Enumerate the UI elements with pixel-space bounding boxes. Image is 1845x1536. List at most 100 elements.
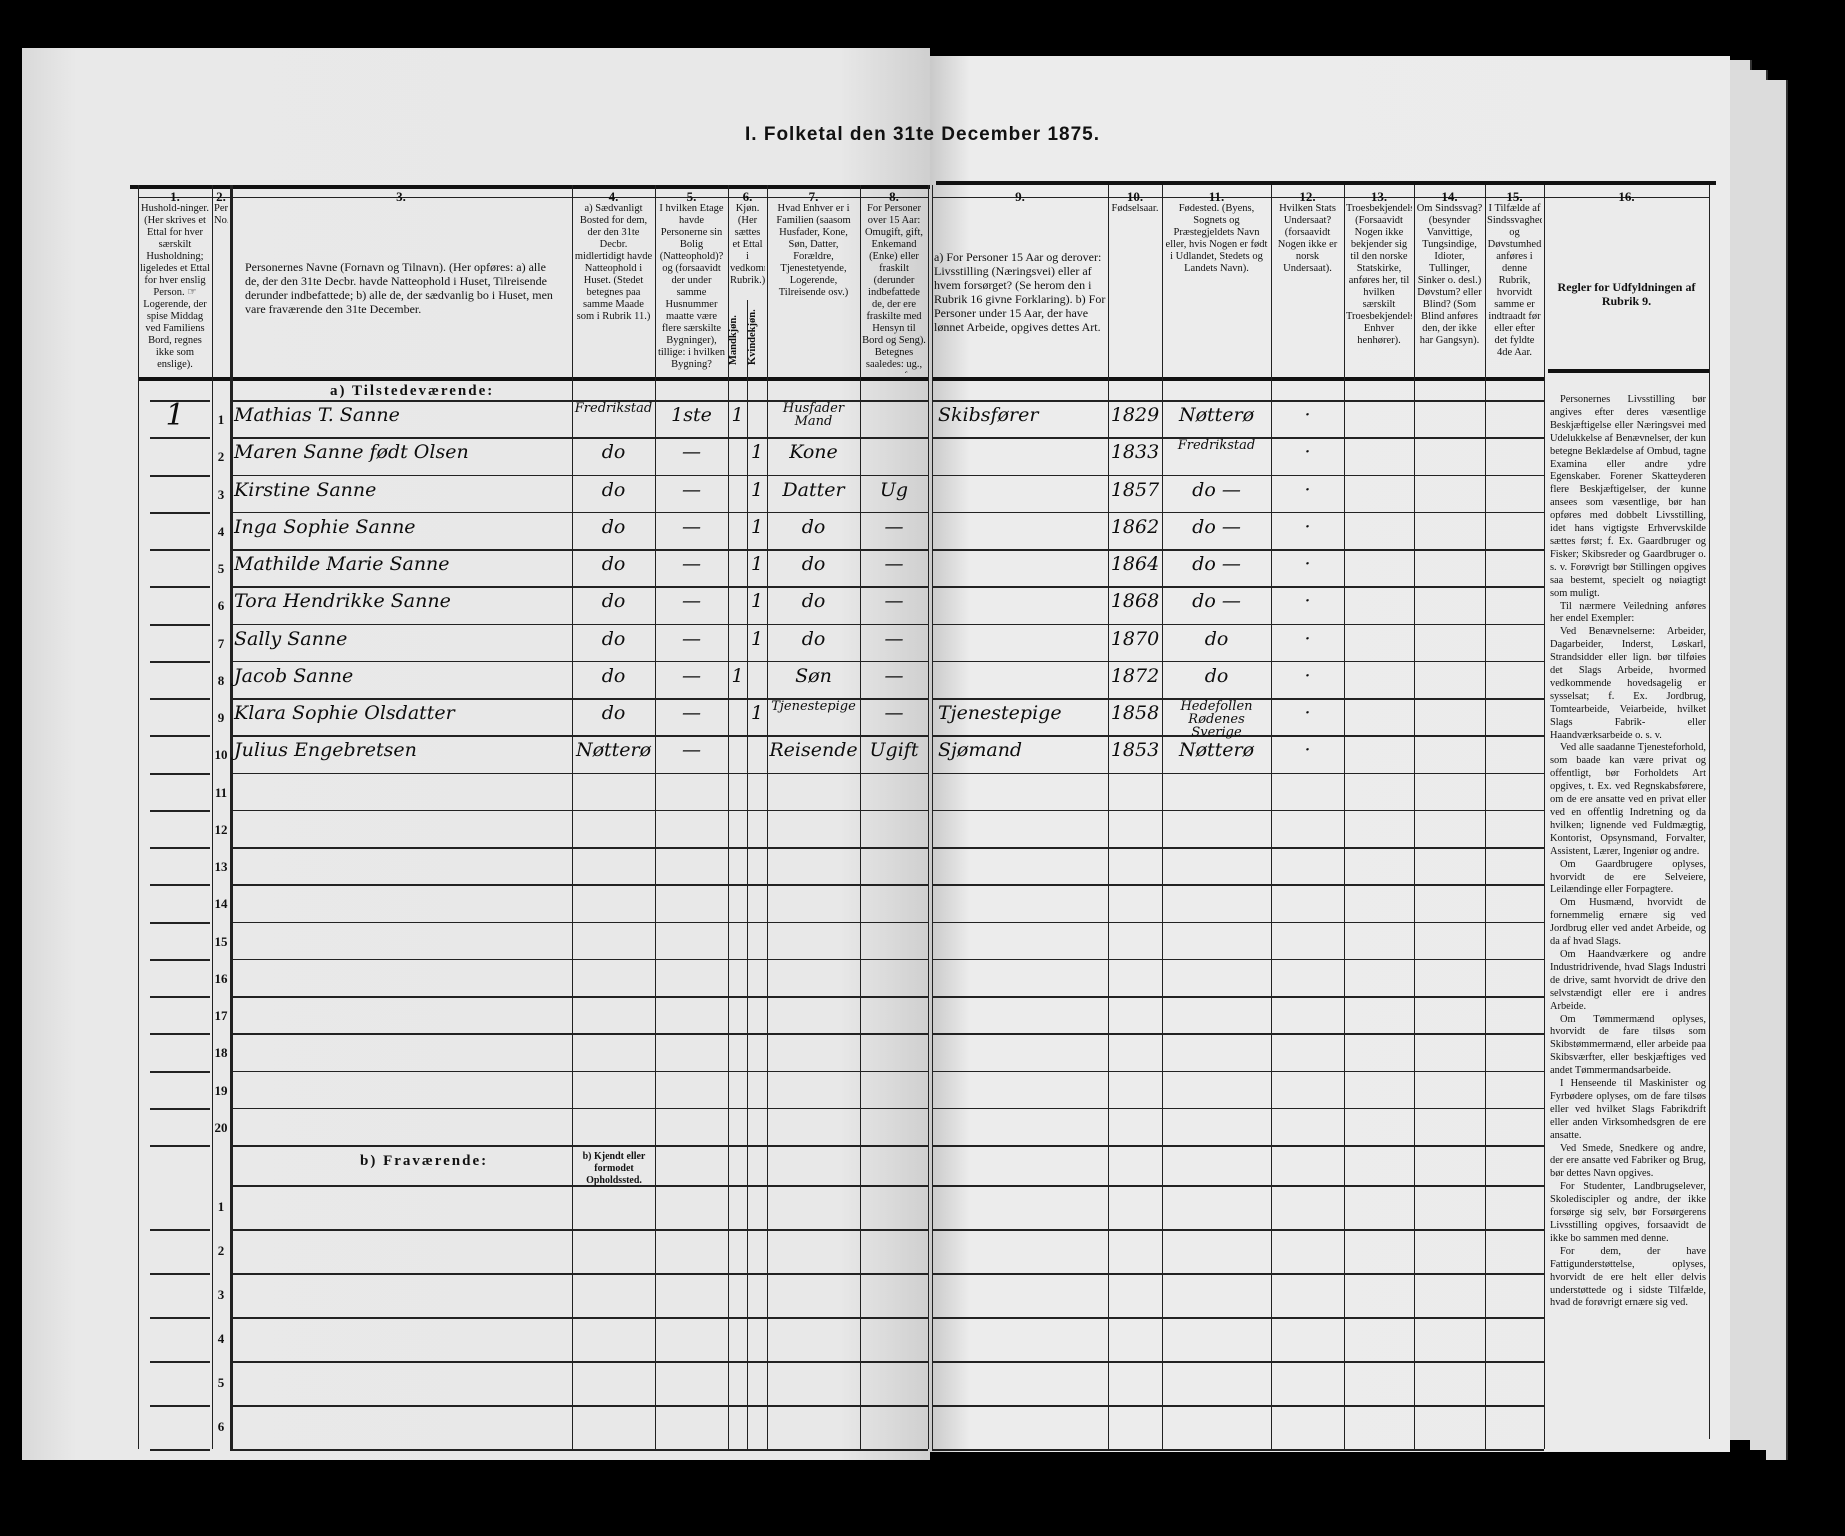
column-number: 15.	[1506, 189, 1523, 204]
row-line	[230, 1185, 928, 1187]
floor: —	[682, 664, 701, 687]
column-number: 1.	[170, 189, 180, 204]
birthplace: do —	[1192, 515, 1241, 538]
birth-year: 1870	[1110, 627, 1160, 650]
usual-residence: do	[601, 590, 626, 613]
citizenship: ·	[1304, 664, 1311, 687]
citizenship: ·	[1304, 478, 1311, 501]
row-line	[932, 1361, 1544, 1363]
page-edge	[1766, 80, 1788, 1460]
row-line	[932, 847, 1544, 849]
row-line	[230, 437, 928, 439]
floor: —	[682, 515, 701, 538]
header-bottom-rule	[138, 377, 928, 381]
family-position: Reisende	[769, 739, 858, 762]
occupation: Sjømand	[938, 739, 1023, 762]
person-name: Jacob Sanne	[234, 664, 354, 687]
column-number-rule	[138, 197, 928, 198]
row-line	[150, 1449, 210, 1451]
person-name: Julius Engebretsen	[234, 739, 417, 762]
section-absent: b) Fraværende:	[360, 1153, 489, 1169]
row-number: 2	[217, 1243, 225, 1258]
usual-residence: do	[601, 664, 626, 687]
row-line	[150, 1070, 210, 1073]
header-bottom-rule	[932, 377, 1544, 381]
rule-paragraph: Personernes Livsstilling bør angives eft…	[1550, 394, 1706, 599]
column-number: 12.	[1299, 189, 1316, 204]
row-line	[150, 735, 210, 738]
female-mark: 1	[750, 702, 764, 724]
row-number: 6	[217, 598, 225, 614]
header-top-rule	[130, 185, 930, 189]
row-line	[230, 1273, 928, 1275]
column-divider	[1162, 185, 1163, 1449]
family-position: Søn	[795, 664, 832, 687]
birth-year: 1858	[1110, 702, 1160, 724]
birthplace: do —	[1192, 478, 1241, 501]
row-number: 10	[214, 747, 228, 763]
female-mark: 1	[750, 553, 764, 575]
female-mark: 1	[750, 590, 764, 613]
citizenship: ·	[1304, 627, 1311, 650]
birthplace: do	[1204, 664, 1229, 687]
row-line	[932, 921, 1544, 923]
birthplace: Hedefollen Rødenes Sverige	[1180, 699, 1253, 740]
person-name: Sally Sanne	[234, 627, 348, 650]
female-mark: 1	[750, 627, 764, 650]
row-line	[230, 549, 928, 551]
column-divider	[767, 185, 768, 1449]
column-header-text: Personernes No.	[214, 203, 228, 226]
row-line	[230, 660, 928, 663]
civil-status: —	[884, 702, 904, 724]
row-line	[932, 958, 1544, 961]
column-header-text: Om Sindssvag? (besynder Vanvittige, Tung…	[1416, 203, 1483, 346]
usual-residence: do	[601, 478, 626, 501]
row-line	[150, 623, 210, 626]
column-number: 9.	[1015, 189, 1025, 204]
row-line	[932, 1185, 1544, 1187]
row-line	[230, 1317, 928, 1319]
female-mark: 1	[750, 441, 764, 464]
row-line	[150, 958, 210, 961]
column-divider	[1485, 185, 1486, 1449]
column-number: 6.	[742, 189, 753, 204]
row-line	[230, 586, 928, 588]
column-number: 3.	[396, 189, 406, 204]
row-line	[932, 660, 1544, 663]
civil-status: —	[884, 553, 904, 575]
column-number: 8.	[889, 189, 899, 204]
row-line	[932, 1229, 1544, 1231]
row-line	[150, 809, 210, 812]
row-line	[932, 1449, 1544, 1451]
row-line	[932, 474, 1544, 476]
family-position: do	[801, 515, 826, 538]
birth-year: 1864	[1110, 553, 1160, 575]
row-line	[230, 996, 928, 998]
page-edge	[1730, 60, 1752, 1440]
row-number: 1	[217, 1199, 225, 1214]
civil-status: —	[884, 515, 904, 538]
absent-location-note: b) Kjendt eller formodet Opholdssted.	[582, 1151, 646, 1186]
column-header-text: I hvilken Etage havde Personerne sin Bol…	[657, 203, 726, 370]
column-divider	[728, 185, 729, 1449]
header-bottom-rule	[1548, 369, 1709, 373]
citizenship: ·	[1304, 441, 1311, 464]
row-line	[932, 809, 1544, 812]
column-divider	[1709, 185, 1710, 1439]
row-line	[230, 1145, 928, 1147]
citizenship: ·	[1304, 590, 1311, 613]
row-line	[150, 1107, 210, 1110]
row-line	[230, 1229, 928, 1231]
floor: —	[682, 702, 701, 724]
person-name: Inga Sophie Sanne	[234, 515, 416, 538]
column-header-text: I Tilfælde af Sindssvaghed og Døvstumhed…	[1487, 203, 1542, 358]
family-position: Kone	[789, 441, 838, 464]
column-number: 7.	[808, 189, 819, 204]
section-present: a) Tilstedeværende:	[330, 383, 495, 399]
row-line	[150, 1405, 210, 1407]
column-header-text: Regler for Udfyldningen af Rubrik 9.	[1557, 280, 1696, 308]
birth-year: 1857	[1110, 478, 1160, 501]
row-line	[932, 1273, 1544, 1275]
row-number: 2	[217, 449, 225, 465]
rule-paragraph: For dem, der have Fattigunderstøttelse, …	[1550, 1245, 1706, 1309]
